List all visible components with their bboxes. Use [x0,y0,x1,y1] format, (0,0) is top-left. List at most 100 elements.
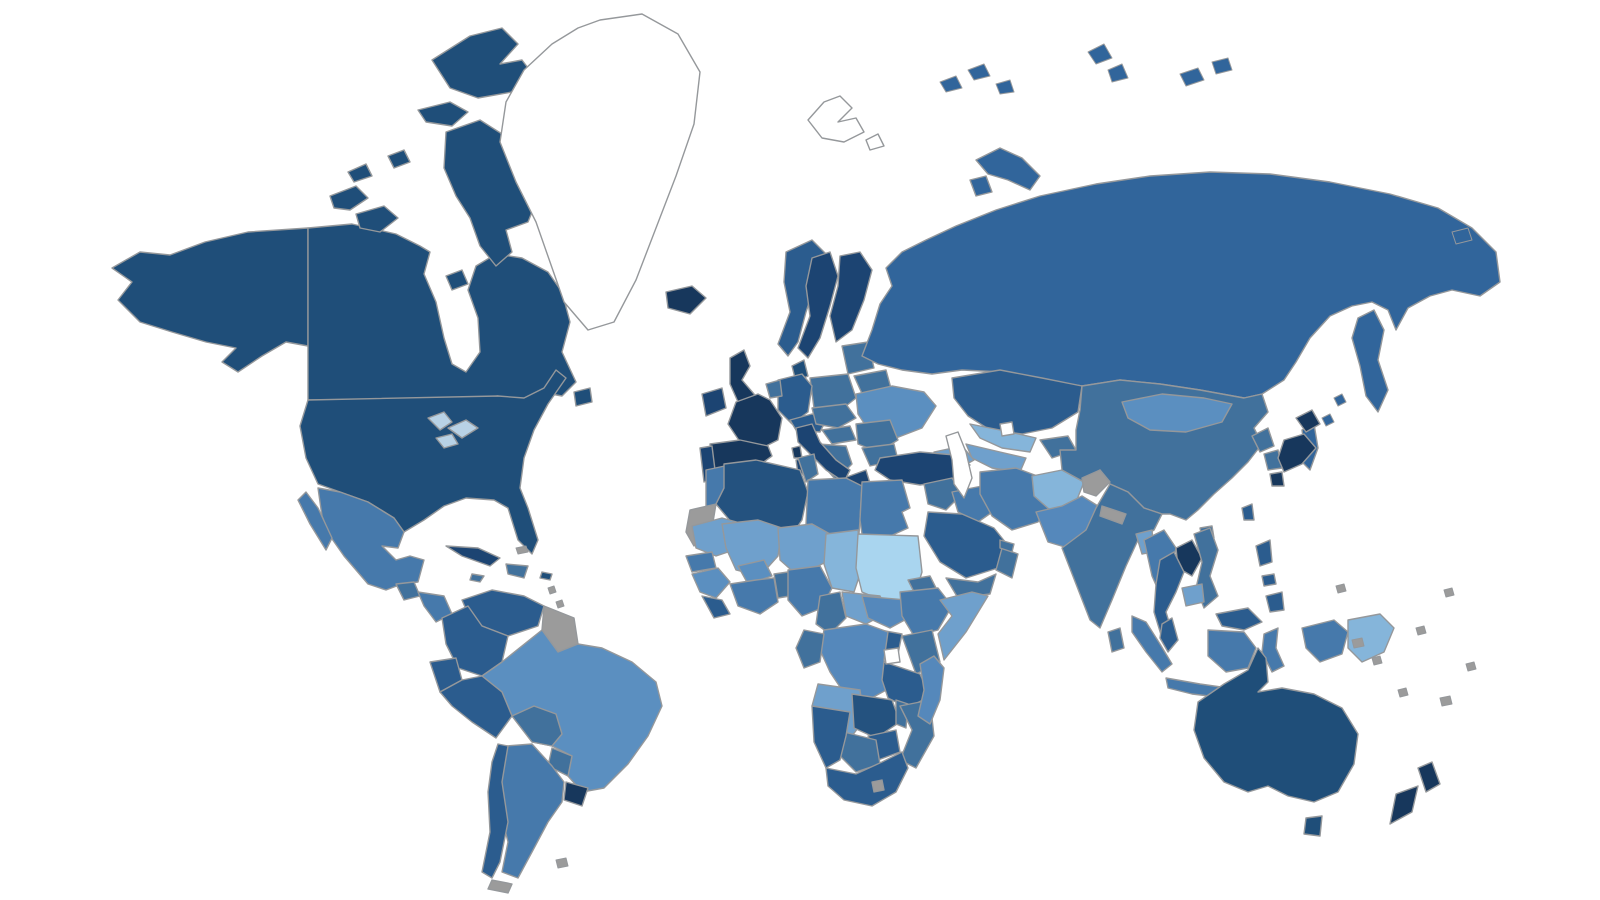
country-germany[interactable] [777,373,813,425]
country-kazakhstan[interactable] [951,369,1083,435]
country-canada-southampton-island[interactable] [445,269,469,291]
country-russia-new-siberian-islands[interactable] [1179,57,1233,87]
country-philippines-visayas[interactable] [1261,573,1277,587]
country-kashmir [1081,469,1111,497]
country-canada-arctic-islet-b[interactable] [347,163,373,183]
country-canada-victoria-island[interactable] [355,205,399,233]
country-indonesia-borneo[interactable] [1207,629,1257,673]
country-russia-kurils[interactable] [1321,393,1347,427]
country-ethiopia[interactable] [899,587,953,637]
country-ivory-coast-ghana[interactable] [729,577,779,615]
country-russia-severnaya-zemlya[interactable] [1087,43,1129,83]
country-south-sudan[interactable] [861,595,913,629]
country-chad[interactable] [823,529,863,593]
country-puerto-rico[interactable] [539,571,553,581]
aral-sea [999,421,1015,437]
caribbean-islets [515,545,565,609]
country-canada-devon-island[interactable] [417,101,469,127]
country-india[interactable] [1061,483,1163,629]
country-falklands [555,857,569,869]
country-uruguay[interactable] [563,781,589,807]
country-namibia[interactable] [811,705,851,769]
country-greenland [499,13,701,331]
country-benelux[interactable] [765,379,783,399]
country-philippines-mindanao[interactable] [1265,591,1285,613]
country-hungary[interactable] [821,425,857,445]
country-cuba[interactable] [445,545,501,567]
country-russia[interactable] [861,171,1501,399]
country-iceland[interactable] [665,285,707,315]
country-ireland[interactable] [701,387,727,417]
country-sierra-leone-liberia[interactable] [701,595,731,619]
country-indonesia-west-papua[interactable] [1301,619,1349,663]
country-czech-slovakia[interactable] [811,403,857,429]
country-russia-franz-josef[interactable] [939,63,1015,95]
country-lesotho [871,779,885,793]
country-canada-newfoundland[interactable] [573,387,593,407]
pacific-islets [1335,583,1477,707]
country-yemen[interactable] [945,573,997,599]
country-mexico[interactable] [317,487,425,591]
country-japan-honshu[interactable] [1277,433,1317,473]
country-philippines-luzon[interactable] [1255,539,1273,567]
country-malaysia-borneo[interactable] [1215,607,1263,631]
country-japan-kyushu[interactable] [1269,471,1285,487]
country-russia-wrangel[interactable] [1451,227,1473,245]
country-new-zealand-north[interactable] [1417,761,1441,793]
country-tierra-del-fuego [487,879,513,894]
country-guatemala[interactable] [395,581,421,601]
country-russia-novaya-zemlya[interactable] [975,147,1041,191]
country-bolivia[interactable] [511,705,563,747]
country-finland[interactable] [829,251,873,343]
country-burkina-faso[interactable] [737,559,773,585]
country-jamaica[interactable] [469,573,485,583]
country-syria-levant[interactable] [923,477,963,511]
country-canada[interactable] [307,223,577,403]
country-usa-alaska[interactable] [111,227,309,373]
caspian-sea [945,431,973,499]
country-south-africa[interactable] [825,751,909,807]
country-australia-tasmania[interactable] [1303,815,1323,837]
country-sweden[interactable] [797,251,839,359]
country-madagascar[interactable] [917,655,945,725]
country-canada-arctic-islet-a[interactable] [387,149,411,169]
country-indonesia-sumatra[interactable] [1131,615,1173,673]
country-canada-ellesmere-island[interactable] [431,27,535,99]
country-drc[interactable] [819,623,891,701]
country-italy[interactable] [795,423,851,483]
country-france-corsica[interactable] [791,445,803,459]
country-mali[interactable] [721,519,783,577]
country-tunisia[interactable] [797,453,819,483]
great-lakes [427,411,479,449]
country-cambodia[interactable] [1181,583,1205,607]
country-svalbard [807,95,865,143]
lake-victoria [883,647,901,665]
country-russia-kamchatka[interactable] [1351,309,1389,413]
country-taiwan[interactable] [1241,503,1255,521]
country-cameroon[interactable] [815,591,847,635]
country-new-zealand-south[interactable] [1389,785,1419,825]
country-mongolia[interactable] [1121,393,1233,433]
country-malaysia-peninsula[interactable] [1159,617,1179,653]
country-svalbard-islet [865,133,885,151]
country-congo-gabon[interactable] [795,629,825,669]
country-chile[interactable] [481,743,509,879]
country-australia[interactable] [1193,647,1359,803]
country-guinea[interactable] [691,567,731,599]
country-russia-novaya-zemlya-south[interactable] [969,175,993,197]
country-poland[interactable] [809,373,857,409]
country-north-korea[interactable] [1251,427,1275,453]
country-canada-banks-island[interactable] [329,185,369,211]
country-nepal [1099,505,1127,525]
country-hispaniola[interactable] [505,563,529,579]
country-japan-hokkaido[interactable] [1295,409,1321,433]
country-sri-lanka[interactable] [1107,627,1125,653]
country-papua-new-guinea[interactable] [1347,613,1395,663]
country-somalia[interactable] [937,591,989,661]
country-egypt[interactable] [859,479,911,549]
country-mexico-baja[interactable] [297,491,333,551]
country-france[interactable] [727,393,783,447]
country-zambia[interactable] [851,693,901,739]
country-uae[interactable] [999,539,1015,553]
